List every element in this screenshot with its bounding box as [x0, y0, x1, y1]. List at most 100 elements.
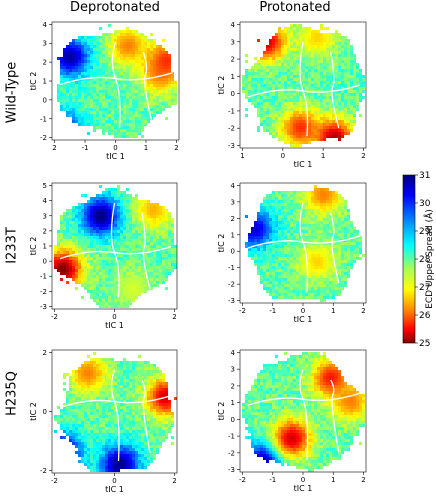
heatmap-cell [281, 57, 284, 60]
heatmap-cell [96, 251, 99, 254]
heatmap-cell [278, 224, 281, 227]
heatmap-cell [254, 105, 257, 108]
heatmap-cell [296, 203, 299, 206]
heatmap-cell [251, 81, 254, 84]
heatmap-cell [263, 129, 266, 132]
heatmap-cell [269, 132, 272, 135]
heatmap-cell [278, 114, 281, 117]
heatmap-cell [171, 90, 174, 93]
heatmap-cell [293, 66, 296, 69]
heatmap-cell [320, 108, 323, 111]
heatmap-cell [120, 126, 123, 129]
heatmap-cell [347, 245, 350, 248]
heatmap-cell [353, 248, 356, 251]
heatmap-cell [269, 275, 272, 278]
heatmap-cell [93, 111, 96, 114]
heatmap-cell [341, 117, 344, 120]
heatmap-cell [287, 257, 290, 260]
heatmap-cell [260, 69, 263, 72]
heatmap-cell [135, 33, 138, 36]
heatmap-cell [266, 120, 269, 123]
heatmap-cell [329, 200, 332, 203]
heatmap-cell [75, 287, 78, 290]
heatmap-cell [123, 63, 126, 66]
heatmap-cell [320, 69, 323, 72]
heatmap-cell [257, 90, 260, 93]
heatmap-cell [272, 42, 275, 45]
heatmap-cell [111, 254, 114, 257]
heatmap-cell [278, 75, 281, 78]
heatmap-cell [162, 245, 165, 248]
heatmap-cell [162, 102, 165, 105]
heatmap-cell [72, 376, 75, 379]
heatmap-cell [284, 293, 287, 296]
heatmap-cell [165, 57, 168, 60]
heatmap-cell [293, 105, 296, 108]
heatmap-cell [257, 239, 260, 242]
heatmap-cell [305, 141, 308, 144]
heatmap-cell [311, 212, 314, 215]
heatmap-cell [162, 272, 165, 275]
heatmap-cell [308, 236, 311, 239]
heatmap-cell [105, 102, 108, 105]
heatmap-cell [293, 221, 296, 224]
heatmap-cell [75, 376, 78, 379]
heatmap-cell [165, 224, 168, 227]
heatmap-cell [308, 203, 311, 206]
heatmap-cell [296, 239, 299, 242]
heatmap-cell [272, 126, 275, 129]
heatmap-cell [278, 120, 281, 123]
heatmap-cell [317, 81, 320, 84]
heatmap-cell [63, 233, 66, 236]
heatmap-cell [117, 75, 120, 78]
heatmap-cell [278, 281, 281, 284]
heatmap-cell [344, 120, 347, 123]
heatmap-cell [350, 129, 353, 132]
heatmap-cell [96, 39, 99, 42]
heatmap-cell [302, 263, 305, 266]
heatmap-cell [326, 93, 329, 96]
heatmap-cell [75, 111, 78, 114]
heatmap-cell [165, 251, 168, 254]
heatmap-cell [153, 42, 156, 45]
heatmap-cell [60, 412, 63, 415]
heatmap-cell [162, 48, 165, 51]
heatmap-cell [105, 105, 108, 108]
heatmap-cell [78, 233, 81, 236]
heatmap-cell [87, 272, 90, 275]
heatmap-cell [326, 132, 329, 135]
heatmap-cell [81, 236, 84, 239]
heatmap-cell [78, 105, 81, 108]
heatmap-cell [66, 418, 69, 421]
heatmap-cell [332, 239, 335, 242]
heatmap-cell [308, 251, 311, 254]
heatmap-cell [275, 51, 278, 54]
heatmap-cell [84, 284, 87, 287]
heatmap-cell [266, 275, 269, 278]
heatmap-cell [305, 236, 308, 239]
heatmap-cell [323, 108, 326, 111]
heatmap-cell [284, 48, 287, 51]
y-axis-label: tIC 2 [29, 237, 38, 256]
heatmap-cell [281, 206, 284, 209]
heatmap-cell [323, 111, 326, 114]
heatmap-cell [308, 266, 311, 269]
heatmap-cell [281, 245, 284, 248]
heatmap-cell [111, 42, 114, 45]
heatmap-cell [126, 254, 129, 257]
heatmap-cell [311, 230, 314, 233]
heatmap-cell [278, 57, 281, 60]
heatmap-cell [272, 266, 275, 269]
heatmap-cell [350, 230, 353, 233]
heatmap-cell [305, 120, 308, 123]
heatmap-cell [344, 206, 347, 209]
heatmap-cell [341, 254, 344, 257]
heatmap-cell [69, 266, 72, 269]
heatmap-cell [105, 96, 108, 99]
heatmap-cell [272, 209, 275, 212]
heatmap-cell [272, 84, 275, 87]
heatmap-cell [123, 39, 126, 42]
heatmap-cell [147, 78, 150, 81]
heatmap-cell [311, 200, 314, 203]
